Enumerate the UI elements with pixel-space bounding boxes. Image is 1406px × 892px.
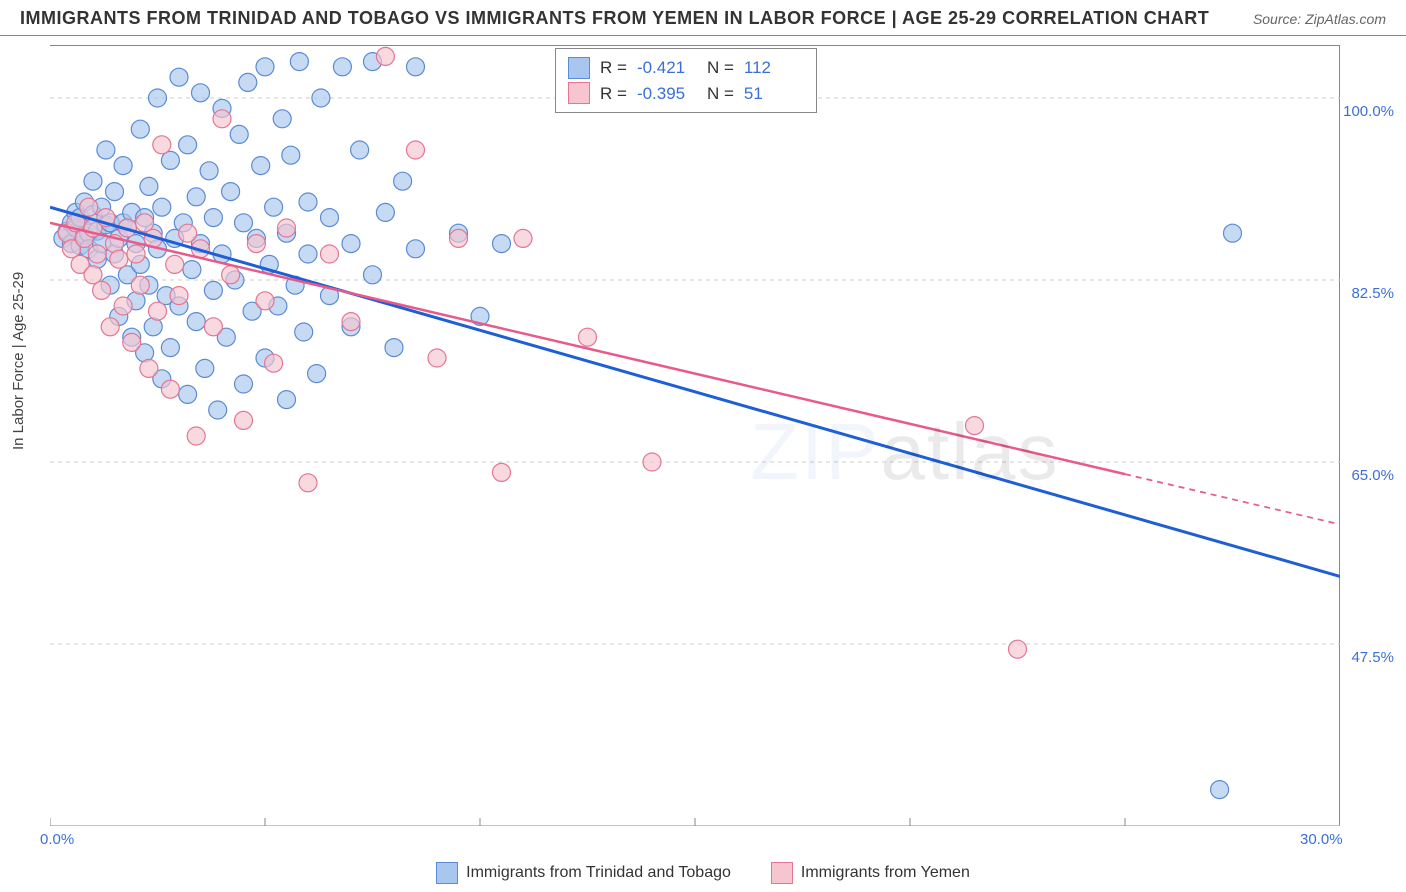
stat-N-value: 112 (744, 55, 804, 81)
y-tick-label: 82.5% (1351, 285, 1394, 302)
x-tick-label: 30.0% (1300, 831, 1343, 848)
series-swatch (568, 82, 590, 104)
stat-row: R = -0.421 N = 112 (568, 55, 804, 81)
stat-N-label: N = (707, 81, 734, 107)
legend-swatch (771, 862, 793, 884)
legend-item: Immigrants from Yemen (771, 862, 970, 884)
stat-N-label: N = (707, 55, 734, 81)
legend-label: Immigrants from Yemen (801, 864, 970, 882)
scatter-plot (50, 46, 1340, 826)
stat-R-label: R = (600, 81, 627, 107)
y-axis-label: In Labor Force | Age 25-29 (10, 272, 27, 450)
legend-swatch (436, 862, 458, 884)
legend-label: Immigrants from Trinidad and Tobago (466, 864, 731, 882)
stat-R-value: -0.421 (637, 55, 697, 81)
stat-row: R = -0.395 N = 51 (568, 81, 804, 107)
y-tick-label: 65.0% (1351, 467, 1394, 484)
bottom-legend: Immigrants from Trinidad and Tobago Immig… (0, 862, 1406, 884)
chart-title: IMMIGRANTS FROM TRINIDAD AND TOBAGO VS I… (20, 8, 1209, 29)
legend-item: Immigrants from Trinidad and Tobago (436, 862, 731, 884)
source-attribution: Source: ZipAtlas.com (1253, 11, 1386, 27)
x-tick-label: 0.0% (40, 831, 74, 848)
chart-area: ZIPatlas (50, 45, 1340, 825)
correlation-stat-box: R = -0.421 N = 112 R = -0.395 N = 51 (555, 48, 817, 113)
y-tick-label: 100.0% (1343, 103, 1394, 120)
header: IMMIGRANTS FROM TRINIDAD AND TOBAGO VS I… (0, 0, 1406, 36)
series-swatch (568, 57, 590, 79)
stat-R-label: R = (600, 55, 627, 81)
stat-N-value: 51 (744, 81, 804, 107)
stat-R-value: -0.395 (637, 81, 697, 107)
y-tick-label: 47.5% (1351, 649, 1394, 666)
